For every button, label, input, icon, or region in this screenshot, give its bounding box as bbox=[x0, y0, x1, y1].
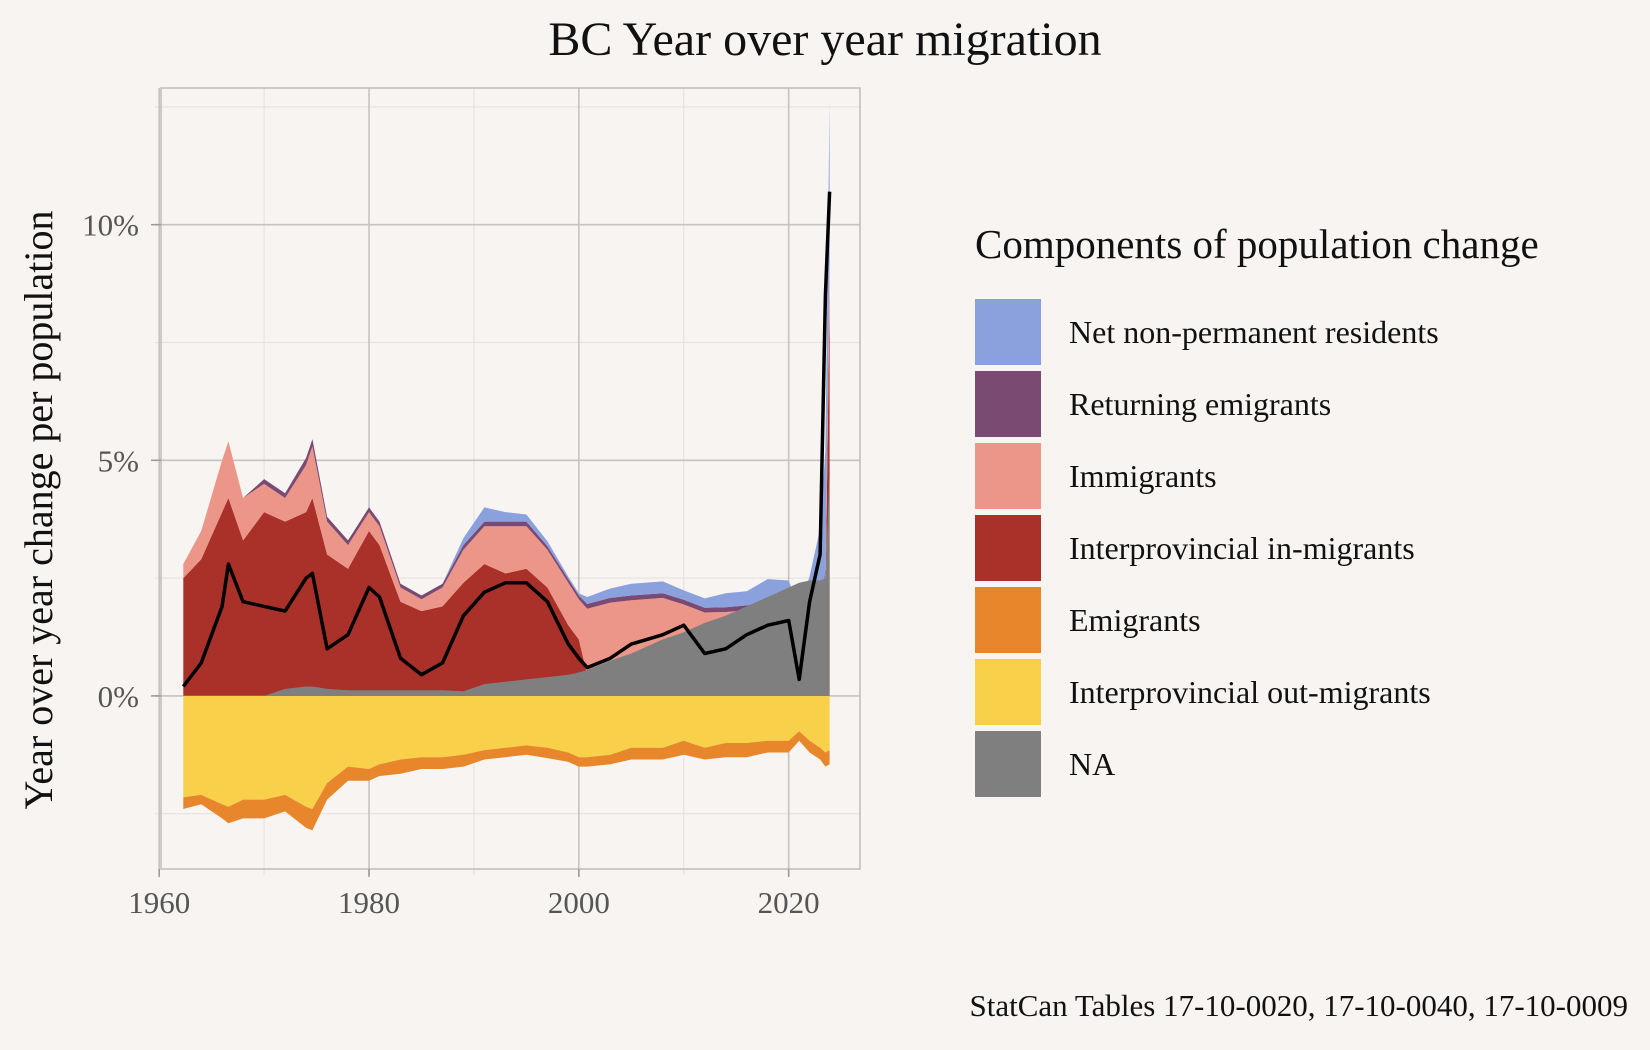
area-interprovincial-in-migrants bbox=[183, 295, 830, 696]
legend-label: NA bbox=[1069, 745, 1116, 782]
source-caption: StatCan Tables 17-10-0020, 17-10-0040, 1… bbox=[969, 988, 1628, 1023]
legend-label: Returning emigrants bbox=[1069, 385, 1332, 422]
legend-swatch bbox=[975, 299, 1041, 365]
legend-label: Net non-permanent residents bbox=[1069, 313, 1439, 350]
net-migration-path bbox=[181, 191, 832, 688]
legend-label: Emigrants bbox=[1069, 601, 1201, 638]
y-tick-label: 10% bbox=[82, 208, 139, 243]
x-tick-label: 1960 bbox=[128, 885, 190, 920]
legend-swatch bbox=[975, 731, 1041, 797]
legend-item: Interprovincial in-migrants bbox=[975, 512, 1635, 584]
legend-item: Interprovincial out-migrants bbox=[975, 656, 1635, 728]
legend-swatch bbox=[975, 443, 1041, 509]
net-migration-line bbox=[181, 191, 832, 688]
legend-title: Components of population change bbox=[975, 221, 1539, 267]
legend-item: Returning emigrants bbox=[975, 368, 1635, 440]
legend-items: Net non-permanent residents Returning emi… bbox=[975, 296, 1635, 800]
area-net-non-permanent-residents bbox=[183, 102, 830, 619]
legend-swatch bbox=[975, 515, 1041, 581]
legend-swatch bbox=[975, 587, 1041, 653]
axes: 1960 1980 2000 2020 0% 5% 10% bbox=[82, 87, 861, 920]
plot-border bbox=[160, 87, 861, 870]
legend-swatch bbox=[975, 659, 1041, 725]
x-tick-label: 1980 bbox=[338, 885, 400, 920]
y-axis-label: Year over year change per population bbox=[16, 210, 61, 809]
x-tick-label: 2000 bbox=[548, 885, 610, 920]
area-emigrants bbox=[183, 731, 830, 831]
legend-label: Interprovincial out-migrants bbox=[1069, 673, 1431, 710]
legend-item: Emigrants bbox=[975, 584, 1635, 656]
legend: Components of population change Net non-… bbox=[975, 220, 1635, 800]
area-interprovincial-out-migrants bbox=[183, 695, 830, 809]
legend-item: Net non-permanent residents bbox=[975, 296, 1635, 368]
legend-item: Immigrants bbox=[975, 440, 1635, 512]
legend-label: Interprovincial in-migrants bbox=[1069, 529, 1415, 566]
x-tick-label: 2020 bbox=[758, 885, 820, 920]
y-tick-label: 5% bbox=[98, 443, 139, 478]
area-na bbox=[183, 469, 830, 696]
area-series bbox=[183, 102, 830, 831]
legend-item: NA bbox=[975, 728, 1635, 800]
legend-label: Immigrants bbox=[1069, 457, 1217, 494]
y-tick-label: 0% bbox=[98, 679, 139, 714]
legend-swatch bbox=[975, 371, 1041, 437]
chart-title: BC Year over year migration bbox=[548, 13, 1102, 66]
